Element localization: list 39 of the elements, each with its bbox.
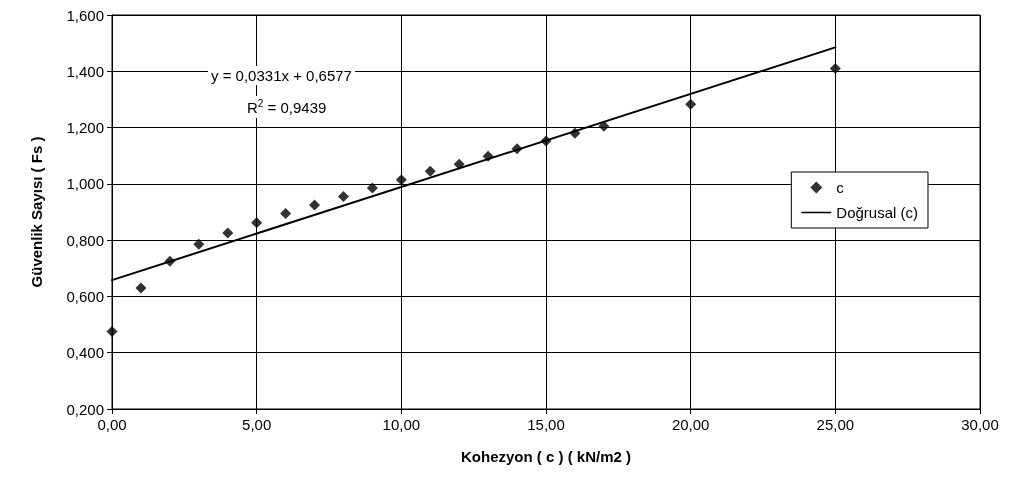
- y-tick-label: 1,200: [66, 119, 104, 137]
- y-tick-label: 1,400: [66, 62, 104, 80]
- point: [135, 282, 147, 294]
- point: [164, 255, 176, 267]
- point: [337, 191, 349, 203]
- x-tick-label: 15,00: [527, 416, 565, 433]
- point: [511, 143, 523, 155]
- point: [453, 158, 465, 170]
- point: [309, 199, 321, 211]
- x-tick-label: 20,00: [671, 416, 710, 433]
- legend-label: c: [836, 179, 845, 196]
- x-tick-label: 5,00: [242, 416, 272, 433]
- y-tick-label: 1,000: [66, 175, 104, 193]
- point: [366, 182, 378, 194]
- y-tick-label: 0,600: [66, 287, 104, 305]
- x-axis-title: Kohezyon ( c ) ( kN/m2 ): [460, 448, 632, 465]
- point: [482, 150, 494, 162]
- point: [222, 227, 234, 239]
- point: [569, 127, 581, 139]
- annotation: y = 0,0331x + 0,6577: [211, 67, 352, 84]
- y-tick-label: 0,800: [66, 231, 104, 249]
- legend-label: Doğrusal (c): [836, 204, 918, 221]
- y-tick-label: 0,200: [66, 400, 104, 418]
- point: [685, 98, 697, 110]
- x-tick-label: 30,00: [961, 416, 999, 433]
- point: [251, 217, 263, 229]
- y-axis-title: Güvenlik Sayısı ( Fs ): [28, 136, 45, 288]
- x-tick-label: 10,00: [382, 416, 421, 433]
- point: [193, 238, 205, 250]
- point: [598, 120, 610, 132]
- point: [540, 135, 552, 147]
- point: [424, 165, 436, 177]
- point: [829, 62, 841, 74]
- x-tick-label: 25,00: [816, 416, 855, 433]
- x-tick-label: 0,00: [97, 416, 127, 433]
- point: [280, 207, 292, 219]
- point: [106, 326, 118, 338]
- y-tick-label: 0,400: [66, 344, 104, 362]
- y-tick-label: 1,600: [66, 6, 104, 24]
